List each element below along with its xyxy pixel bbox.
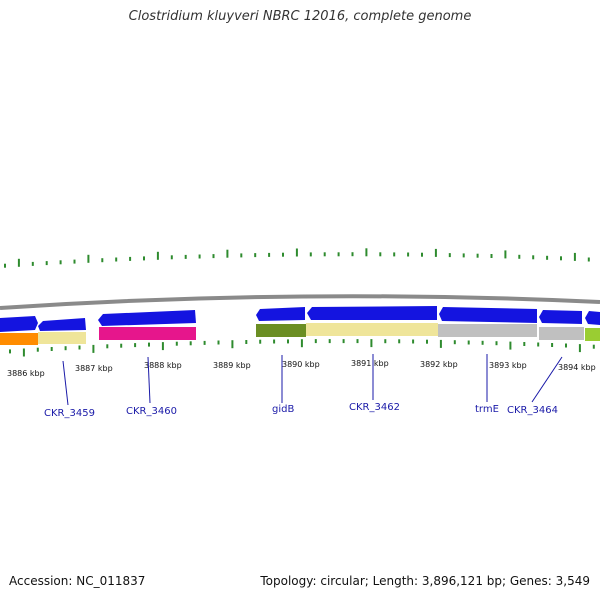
gene-label-ckr3462[interactable]: CKR_3462 <box>349 402 400 413</box>
cds-arrow-ckr3464[interactable] <box>539 310 582 324</box>
topology-text: Topology: circular; Length: 3,896,121 bp… <box>260 574 590 588</box>
scale-label: 3887 kbp <box>75 364 113 373</box>
cds-arrow-edge[interactable] <box>585 311 600 325</box>
map-title: Clostridium kluyveri NBRC 12016, complet… <box>128 9 472 24</box>
gene-features <box>0 306 600 345</box>
scale-label: 3889 kbp <box>213 361 251 370</box>
gene-label-ckr3464[interactable]: CKR_3464 <box>507 405 558 416</box>
cds-arrow-trme[interactable] <box>439 307 537 323</box>
cds-arrow-ckr3462[interactable] <box>307 306 437 320</box>
feature-orange[interactable] <box>0 333 38 345</box>
gene-label-ckr3459[interactable]: CKR_3459 <box>44 408 95 419</box>
cds-arrow-ckr3459[interactable] <box>38 318 86 331</box>
scale-label: 3893 kbp <box>489 361 527 370</box>
cds-arrow-ckr3460[interactable] <box>98 310 196 326</box>
feature-olive[interactable] <box>256 324 306 337</box>
feature-lime[interactable] <box>585 328 600 341</box>
feature-pale-yellow-left[interactable] <box>38 332 86 344</box>
scale-label: 3890 kbp <box>282 360 320 369</box>
scale-label: 3894 kbp <box>558 363 596 372</box>
feature-magenta[interactable] <box>99 327 196 340</box>
gene-label-gidb[interactable]: gidB <box>272 404 294 415</box>
scale-label: 3891 kbp <box>351 359 389 368</box>
outer-tick-marks <box>4 248 590 268</box>
feature-gray-right[interactable] <box>438 324 537 337</box>
cds-arrow-gidb[interactable] <box>256 307 305 321</box>
cds-arrow-1[interactable] <box>0 316 38 332</box>
inner-tick-marks <box>9 339 595 357</box>
gene-leader-lines <box>62 354 563 406</box>
genome-backbone <box>0 294 600 310</box>
gene-label-ckr3460[interactable]: CKR_3460 <box>126 406 177 417</box>
gene-label-trme[interactable]: trmE <box>475 404 499 415</box>
accession-text: Accession: NC_011837 <box>9 574 146 588</box>
scale-label: 3886 kbp <box>7 369 45 378</box>
scale-label: 3888 kbp <box>144 361 182 370</box>
feature-pale-yellow-center[interactable] <box>306 323 438 336</box>
feature-gray-small[interactable] <box>539 327 584 340</box>
scale-label: 3892 kbp <box>420 360 458 369</box>
